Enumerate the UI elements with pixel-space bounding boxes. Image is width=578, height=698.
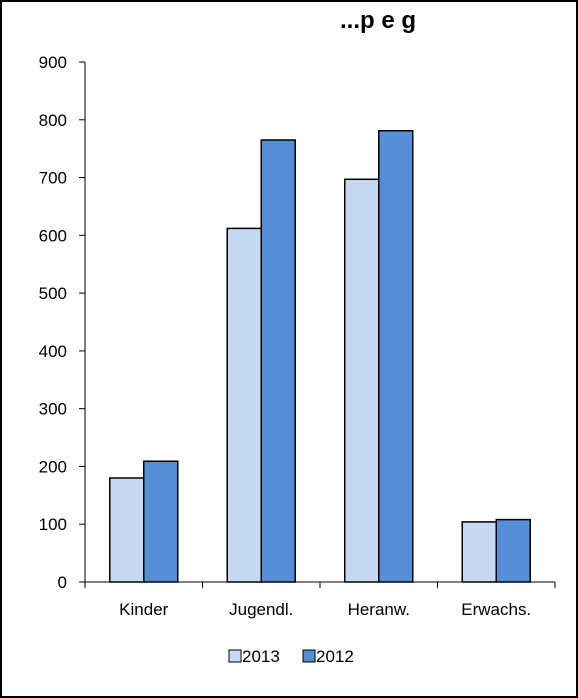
bar-2012-jugendl — [260, 139, 296, 583]
bar-2012-kinder — [143, 460, 179, 583]
bar-2013-kinder — [109, 477, 145, 583]
y-tick-label: 200 — [39, 457, 67, 476]
x-tick-label: Heranw. — [348, 600, 410, 619]
bar-2013-jugendl — [226, 227, 262, 583]
y-tick-label: 900 — [39, 53, 67, 72]
plot-area: 0 100 200 300 400 500 600 700 800 900 Kinder Jugend… — [39, 53, 556, 619]
bar-2013-erwachs — [461, 521, 497, 583]
legend-label-2012: 2012 — [316, 647, 354, 666]
legend-swatch-2013 — [228, 649, 242, 663]
bar-2013-heranw — [344, 178, 380, 583]
chart-title: ...p e g — [340, 7, 416, 34]
x-tick-label: Jugendl. — [229, 600, 293, 619]
legend: 2013 2012 — [228, 647, 354, 666]
y-tick-label: 600 — [39, 226, 67, 245]
y-tick-label: 400 — [39, 342, 67, 361]
y-tick-label: 100 — [39, 515, 67, 534]
x-tick-label: Erwachs. — [461, 600, 531, 619]
bar-2012-erwachs — [495, 518, 531, 583]
x-tick-label: Kinder — [119, 600, 168, 619]
y-tick-label: 700 — [39, 169, 67, 188]
bar-2012-heranw — [378, 130, 414, 583]
y-tick-label: 0 — [58, 573, 67, 592]
legend-label-2013: 2013 — [242, 647, 280, 666]
y-tick-label: 300 — [39, 400, 67, 419]
y-tick-label: 500 — [39, 284, 67, 303]
legend-swatch-2012 — [302, 649, 316, 663]
y-tick-label: 800 — [39, 111, 67, 130]
